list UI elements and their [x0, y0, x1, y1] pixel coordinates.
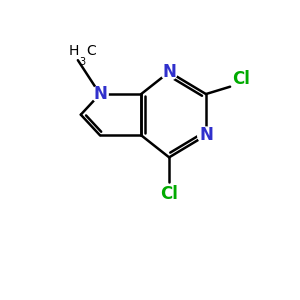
Text: N: N: [93, 85, 107, 103]
Circle shape: [92, 86, 108, 102]
Text: N: N: [162, 63, 176, 81]
Text: C: C: [86, 44, 96, 58]
Text: Cl: Cl: [232, 70, 250, 88]
Text: 3: 3: [79, 57, 85, 67]
Circle shape: [198, 127, 214, 143]
Circle shape: [161, 64, 177, 80]
Text: Cl: Cl: [160, 185, 178, 203]
Text: H: H: [69, 44, 79, 58]
Text: N: N: [199, 126, 213, 144]
